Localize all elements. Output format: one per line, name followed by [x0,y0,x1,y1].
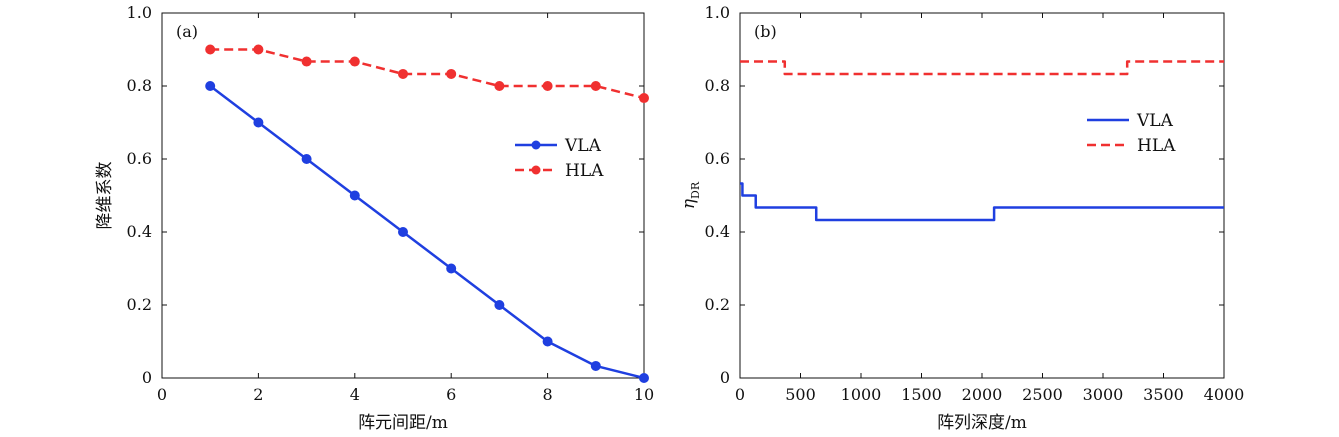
y-tick-label: 0.6 [127,149,152,168]
legend-label-vla: VLA [1136,111,1174,131]
data-point-vla [349,190,360,201]
x-tick-label: 2000 [962,385,1003,404]
x-tick-label: 1000 [841,385,882,404]
data-point-vla [639,373,649,383]
data-point-hla [253,44,264,55]
series-line-vla [740,182,1224,222]
x-tick-label: 10 [634,385,654,404]
x-tick-label: 3500 [1143,385,1184,404]
y-tick-label: 1.0 [127,3,152,22]
legend-label-hla: HLA [1137,136,1176,156]
x-tick-label: 8 [543,385,553,404]
legend-label-hla: HLA [565,161,604,181]
x-tick-label: 6 [446,385,456,404]
y-axis-label-sub: DR [689,181,702,199]
panel-label: (b) [754,22,777,41]
x-tick-label: 4000 [1204,385,1245,404]
data-point-vla [446,263,457,274]
x-tick-label: 4 [350,385,360,404]
chart-panel-b: 0 500 1000 1500 2000 2500 3000 3500 4000 0 0.2 0.4 0… [679,3,1244,433]
data-point-hla [205,44,216,55]
data-point-hla [542,81,553,91]
data-point-hla [494,81,505,91]
x-tick-label: 2 [253,385,263,404]
y-tick-label: 0.4 [705,222,730,241]
data-point-vla [205,81,216,91]
data-point-hla [398,68,408,79]
plot-frame [161,12,645,379]
y-tick-label: 0.4 [127,222,152,241]
y-tick-label: 0.2 [705,295,730,314]
data-point-hla [639,93,649,104]
x-tick-label: 0 [157,385,167,404]
data-point-hla [590,81,601,91]
x-tick-label: 1500 [901,385,942,404]
legend-label-vla: VLA [564,136,602,156]
panel-label: (a) [176,22,198,41]
x-tick-label: 0 [735,385,745,404]
x-tick-label: 2500 [1022,385,1063,404]
data-point-vla [494,300,505,310]
data-point-hla [301,56,312,67]
plot-frame [739,12,1225,379]
y-axis-label: ηDR [679,181,702,209]
y-axis-label-main: η [679,198,699,209]
data-point-vla [398,227,408,237]
y-tick-label: 0 [720,368,730,387]
data-point-hla [349,56,360,67]
x-axis-label: 阵元间距/m [358,413,448,433]
chart-panel-a: 0 2 4 6 8 10 0 0.2 0.4 0.6 0.8 1.0 阵元间距/m 降维系数 (a) VLA H… [95,3,654,433]
x-axis-label: 阵列深度/m [937,413,1027,433]
y-tick-label: 0.8 [127,76,152,95]
legend-marker-hla [531,165,541,175]
series-line-hla [210,48,645,100]
y-tick-label: 0.6 [705,149,730,168]
y-axis-label: 降维系数 [95,162,115,230]
data-point-vla [253,117,264,128]
y-tick-label: 0.2 [127,295,152,314]
x-tick-label: 3000 [1083,385,1124,404]
data-point-vla [542,336,553,347]
data-point-hla [446,68,457,79]
series-line-hla [740,60,1224,76]
y-tick-label: 1.0 [705,3,730,22]
y-tick-label: 0.8 [705,76,730,95]
legend-marker-vla [531,140,541,150]
series-line-vla [209,85,645,380]
y-axis-label-text: ηDR [679,181,702,209]
data-point-vla [301,154,312,164]
x-tick-label: 500 [785,385,816,404]
y-tick-label: 0 [142,368,152,387]
data-point-vla [590,360,601,371]
